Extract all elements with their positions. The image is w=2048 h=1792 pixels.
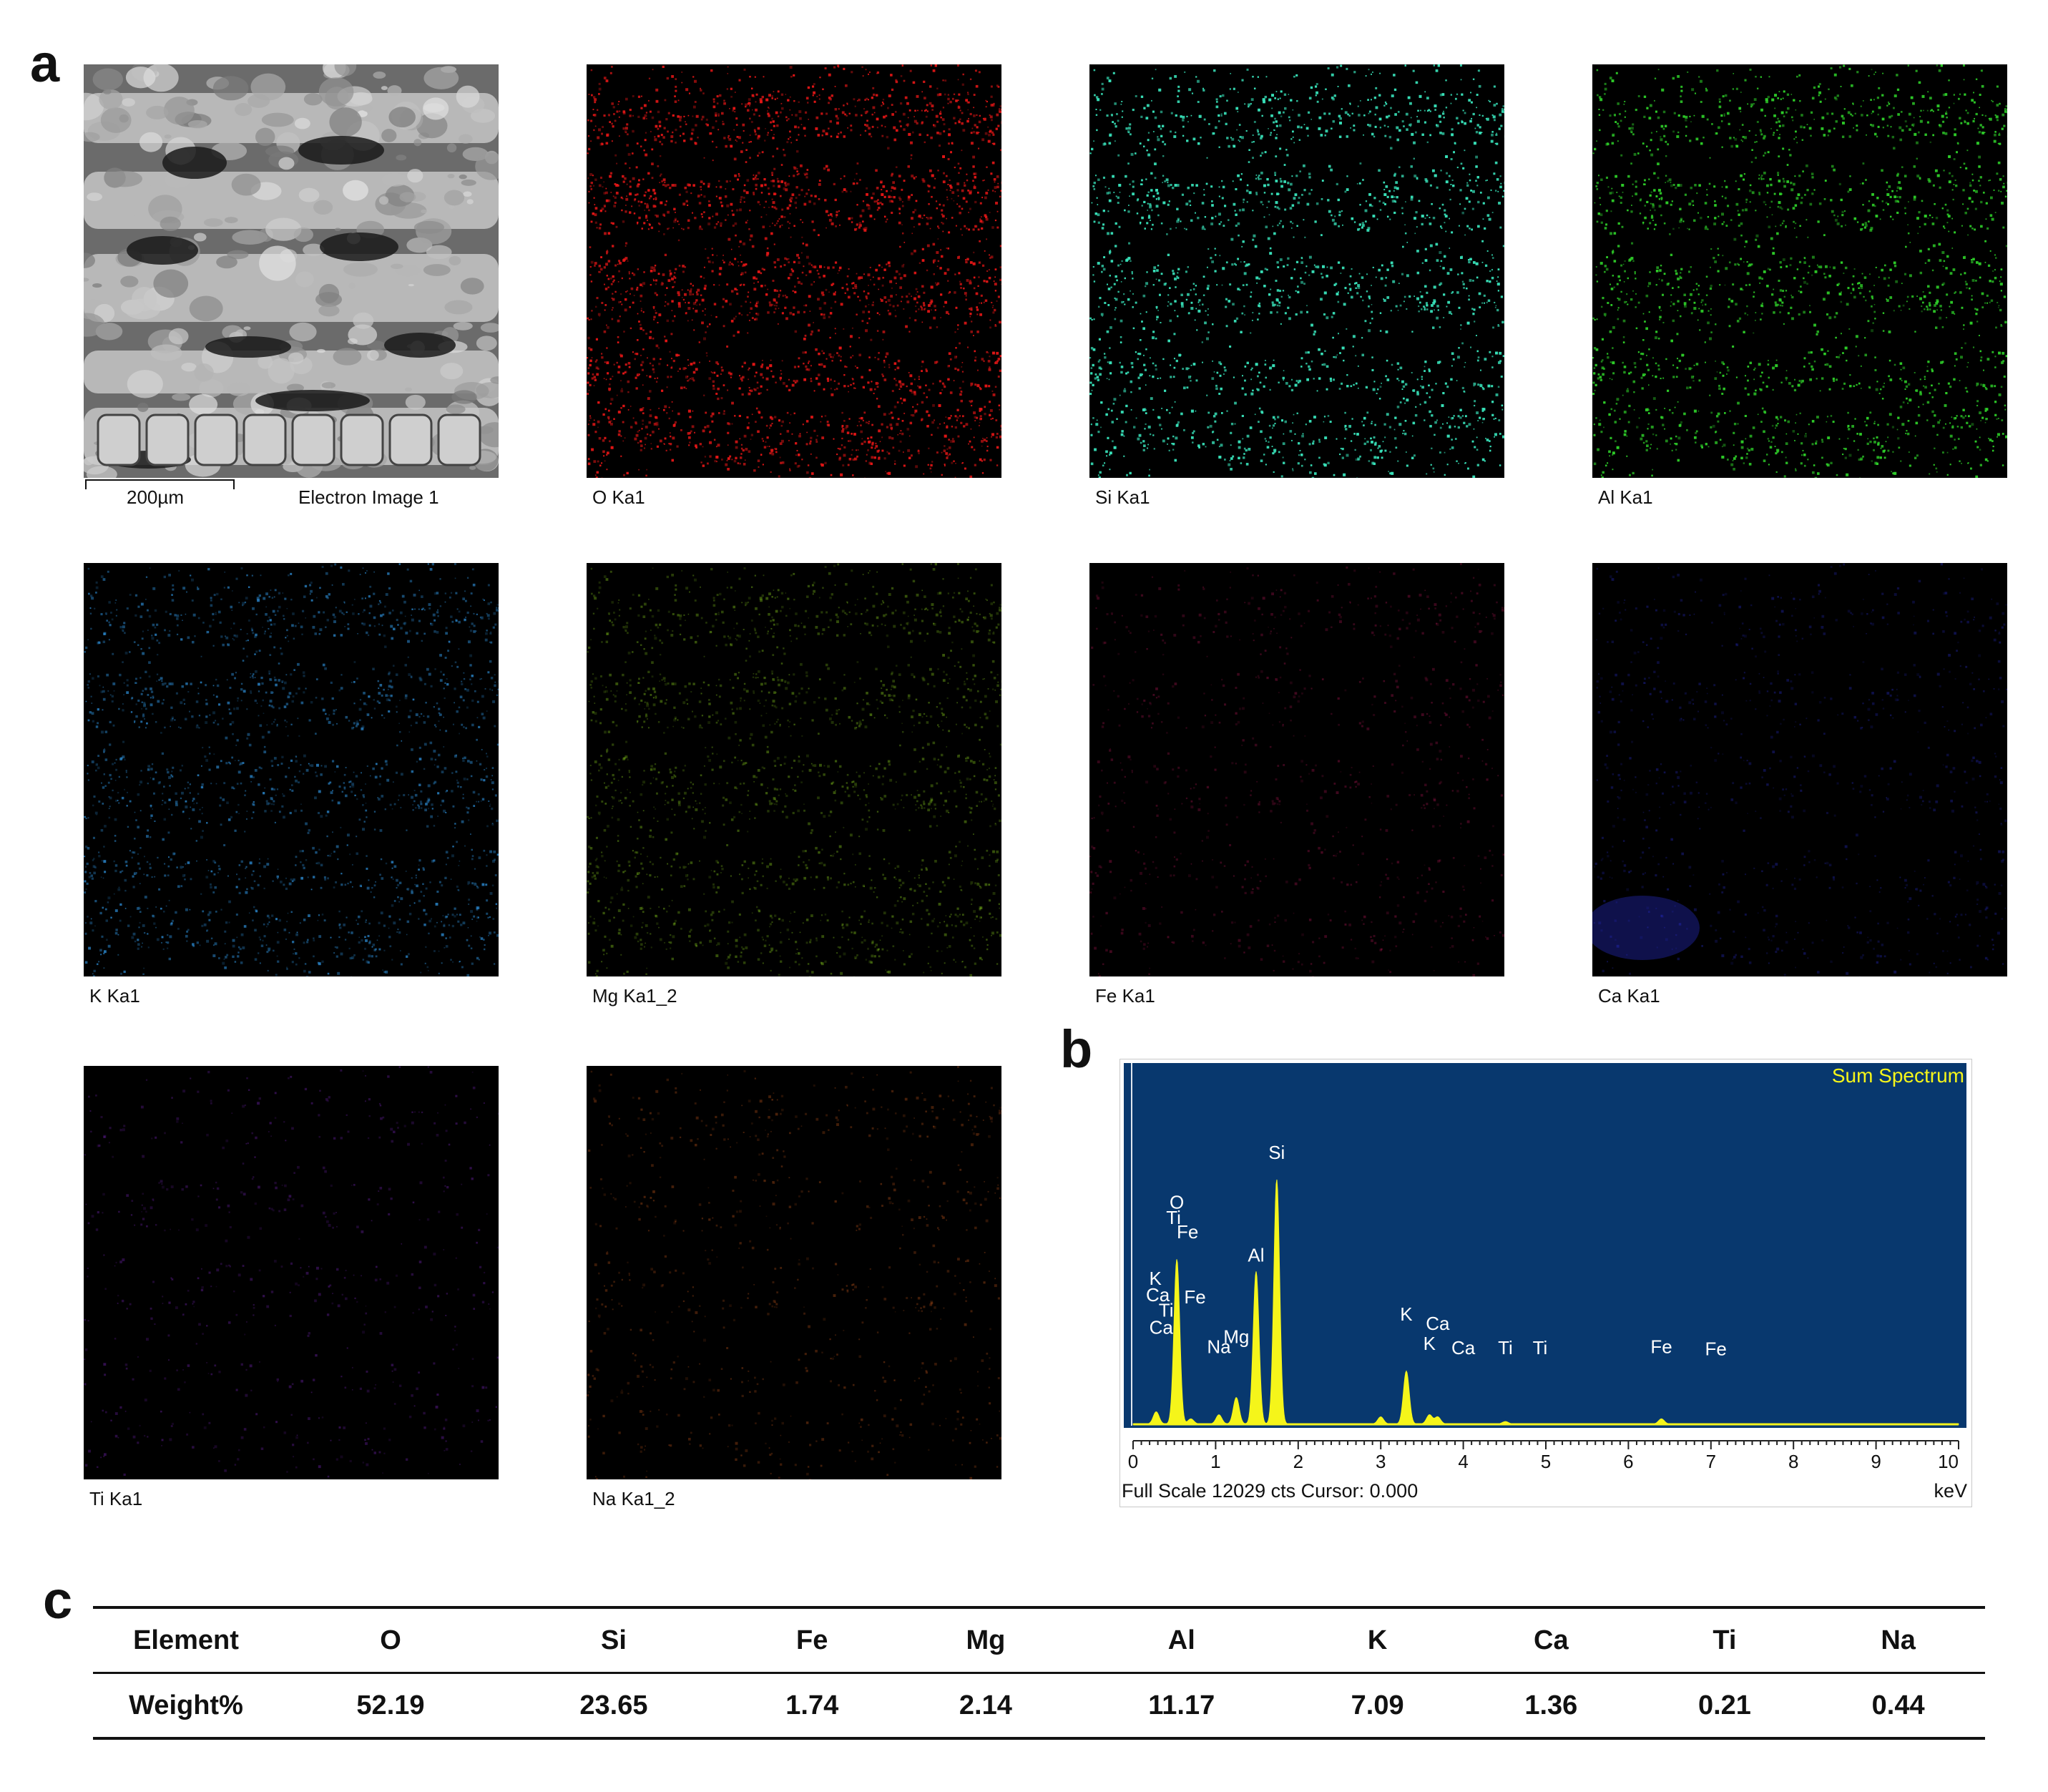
panel-letter-a: a (30, 34, 60, 93)
table-header-si: Si (600, 1625, 627, 1655)
peak-label-2: Fe (1177, 1221, 1198, 1243)
map-tile-Na: Na Ka1_2 (587, 1066, 1001, 1509)
peak-label-6: Ti (1159, 1299, 1174, 1321)
map-tile-electron: 200µm Electron Image 1 (84, 64, 499, 508)
table-header-o: O (380, 1625, 401, 1655)
spectrum-footer: Full Scale 12029 cts Cursor: 0.000 (1122, 1480, 1418, 1502)
peak-label-0: O (1170, 1192, 1184, 1213)
map-tile-Fe: Fe Ka1 (1089, 563, 1504, 1007)
map-label-Ti: Ti Ka1 (89, 1488, 143, 1509)
table-header-element: Element (133, 1625, 239, 1655)
peak-label-3: K (1149, 1268, 1162, 1289)
table-cell-mg: 2.14 (959, 1690, 1012, 1720)
table-cell-k: 7.09 (1351, 1690, 1404, 1720)
x-tick-label-2: 2 (1293, 1451, 1303, 1472)
x-tick-label-0: 0 (1128, 1451, 1138, 1472)
table-cell-si: 23.65 (579, 1690, 648, 1720)
map-label-O: O Ka1 (592, 486, 645, 508)
table-cell-al: 11.17 (1148, 1690, 1215, 1720)
map-tile-O: O Ka1 (587, 64, 1001, 508)
map-image-electron (84, 64, 499, 478)
map-label-Na: Na Ka1_2 (592, 1488, 675, 1509)
map-tile-K: K Ka1 (84, 563, 499, 1007)
map-image-Ca (1592, 563, 2007, 976)
map-label-Fe: Fe Ka1 (1095, 985, 1155, 1007)
map-image-Si (1089, 64, 1504, 478)
map-image-Mg (587, 563, 1001, 976)
map-image-Ti (84, 1066, 499, 1479)
panel-letter-c: c (43, 1570, 73, 1630)
x-tick-label-8: 8 (1788, 1451, 1798, 1472)
peak-label-9: Na (1207, 1336, 1231, 1357)
composition-table: Element O Si Fe Mg Al K Ca Ti Na Weight% 52.19 23.6… (93, 1606, 1985, 1740)
peak-label-16: Ti (1498, 1337, 1513, 1358)
peak-label-10: Si (1268, 1142, 1285, 1163)
table-cell-ca: 1.36 (1524, 1690, 1578, 1720)
x-tick-label-5: 5 (1541, 1451, 1551, 1472)
table-row-header: Weight% (129, 1690, 243, 1720)
scale-bar (85, 479, 235, 489)
map-image-Na (587, 1066, 1001, 1479)
map-label-Si: Si Ka1 (1095, 486, 1150, 508)
table-cell-ti: 0.21 (1697, 1690, 1751, 1720)
scale-bar-label: 200µm (127, 486, 185, 508)
peak-label-15: Ca (1451, 1337, 1476, 1358)
table-header-na: Na (1881, 1625, 1916, 1655)
map-tile-Si: Si Ka1 (1089, 64, 1504, 508)
peak-label-7: Ca (1150, 1316, 1174, 1338)
peak-label-18: Fe (1650, 1336, 1672, 1357)
peak-label-12: K (1400, 1303, 1413, 1325)
table-header-mg: Mg (966, 1625, 1006, 1655)
peak-label-19: Fe (1705, 1338, 1727, 1359)
map-image-Al (1592, 64, 2007, 478)
table-header-k: K (1367, 1625, 1388, 1655)
map-tile-Al: Al Ka1 (1592, 64, 2007, 508)
table-cell-o: 52.19 (356, 1690, 425, 1720)
spectrum-x-unit: keV (1934, 1480, 1967, 1502)
map-label-electron: Electron Image 1 (298, 486, 439, 508)
peak-label-5: Fe (1184, 1286, 1205, 1308)
table-header-al: Al (1167, 1625, 1195, 1655)
table-header-ca: Ca (1534, 1625, 1569, 1655)
map-image-Fe (1089, 563, 1504, 976)
sum-spectrum-panel: O Ti Fe K Ca Fe Ti Ca Mg Na Si Al K Ca K Ca Ti Ti Fe Fe Sum … (1119, 1059, 1972, 1507)
map-label-Mg: Mg Ka1_2 (592, 985, 677, 1007)
map-label-Al: Al Ka1 (1598, 486, 1653, 508)
map-label-Ca: Ca Ka1 (1598, 985, 1660, 1007)
x-tick-label-9: 9 (1871, 1451, 1881, 1472)
x-tick-label-3: 3 (1376, 1451, 1386, 1472)
table-cell-na: 0.44 (1871, 1690, 1925, 1720)
peak-label-13: Ca (1426, 1313, 1450, 1334)
table-cell-fe: 1.74 (785, 1690, 839, 1720)
spectrum-plot-area (1124, 1063, 1966, 1428)
table-body: Weight% 52.19 23.65 1.74 2.14 11.17 7.09 1.36 0.… (93, 1673, 1985, 1738)
map-image-K (84, 563, 499, 976)
map-tile-Ca: Ca Ka1 (1592, 563, 2007, 1007)
table-header-row: Element O Si Fe Mg Al K Ca Ti Na (93, 1607, 1985, 1673)
composition-table-panel: Element O Si Fe Mg Al K Ca Ti Na Weight% 52.19 23.6… (93, 1606, 1985, 1740)
spectrum-title: Sum Spectrum (1832, 1064, 1964, 1087)
panel-letter-b: b (1060, 1019, 1093, 1079)
map-label-K: K Ka1 (89, 985, 140, 1007)
table-header-ti: Ti (1713, 1625, 1737, 1655)
peak-label-1: Ti (1166, 1207, 1181, 1228)
peak-label-4: Ca (1146, 1284, 1170, 1306)
table-header-fe: Fe (796, 1625, 828, 1655)
map-image-O (587, 64, 1001, 478)
peak-label-17: Ti (1533, 1337, 1548, 1358)
peak-label-14: K (1424, 1333, 1436, 1354)
x-tick-label-7: 7 (1706, 1451, 1716, 1472)
x-tick-label-10: 10 (1938, 1451, 1959, 1472)
x-tick-label-6: 6 (1623, 1451, 1633, 1472)
x-tick-label-1: 1 (1210, 1451, 1220, 1472)
map-tile-Mg: Mg Ka1_2 (587, 563, 1001, 1007)
table-row: Weight% 52.19 23.65 1.74 2.14 11.17 7.09 1.36 0.… (93, 1673, 1985, 1738)
peak-label-8: Mg (1223, 1326, 1249, 1347)
peak-label-11: Al (1248, 1245, 1264, 1266)
map-tile-Ti: Ti Ka1 (84, 1066, 499, 1509)
x-tick-label-4: 4 (1458, 1451, 1468, 1472)
